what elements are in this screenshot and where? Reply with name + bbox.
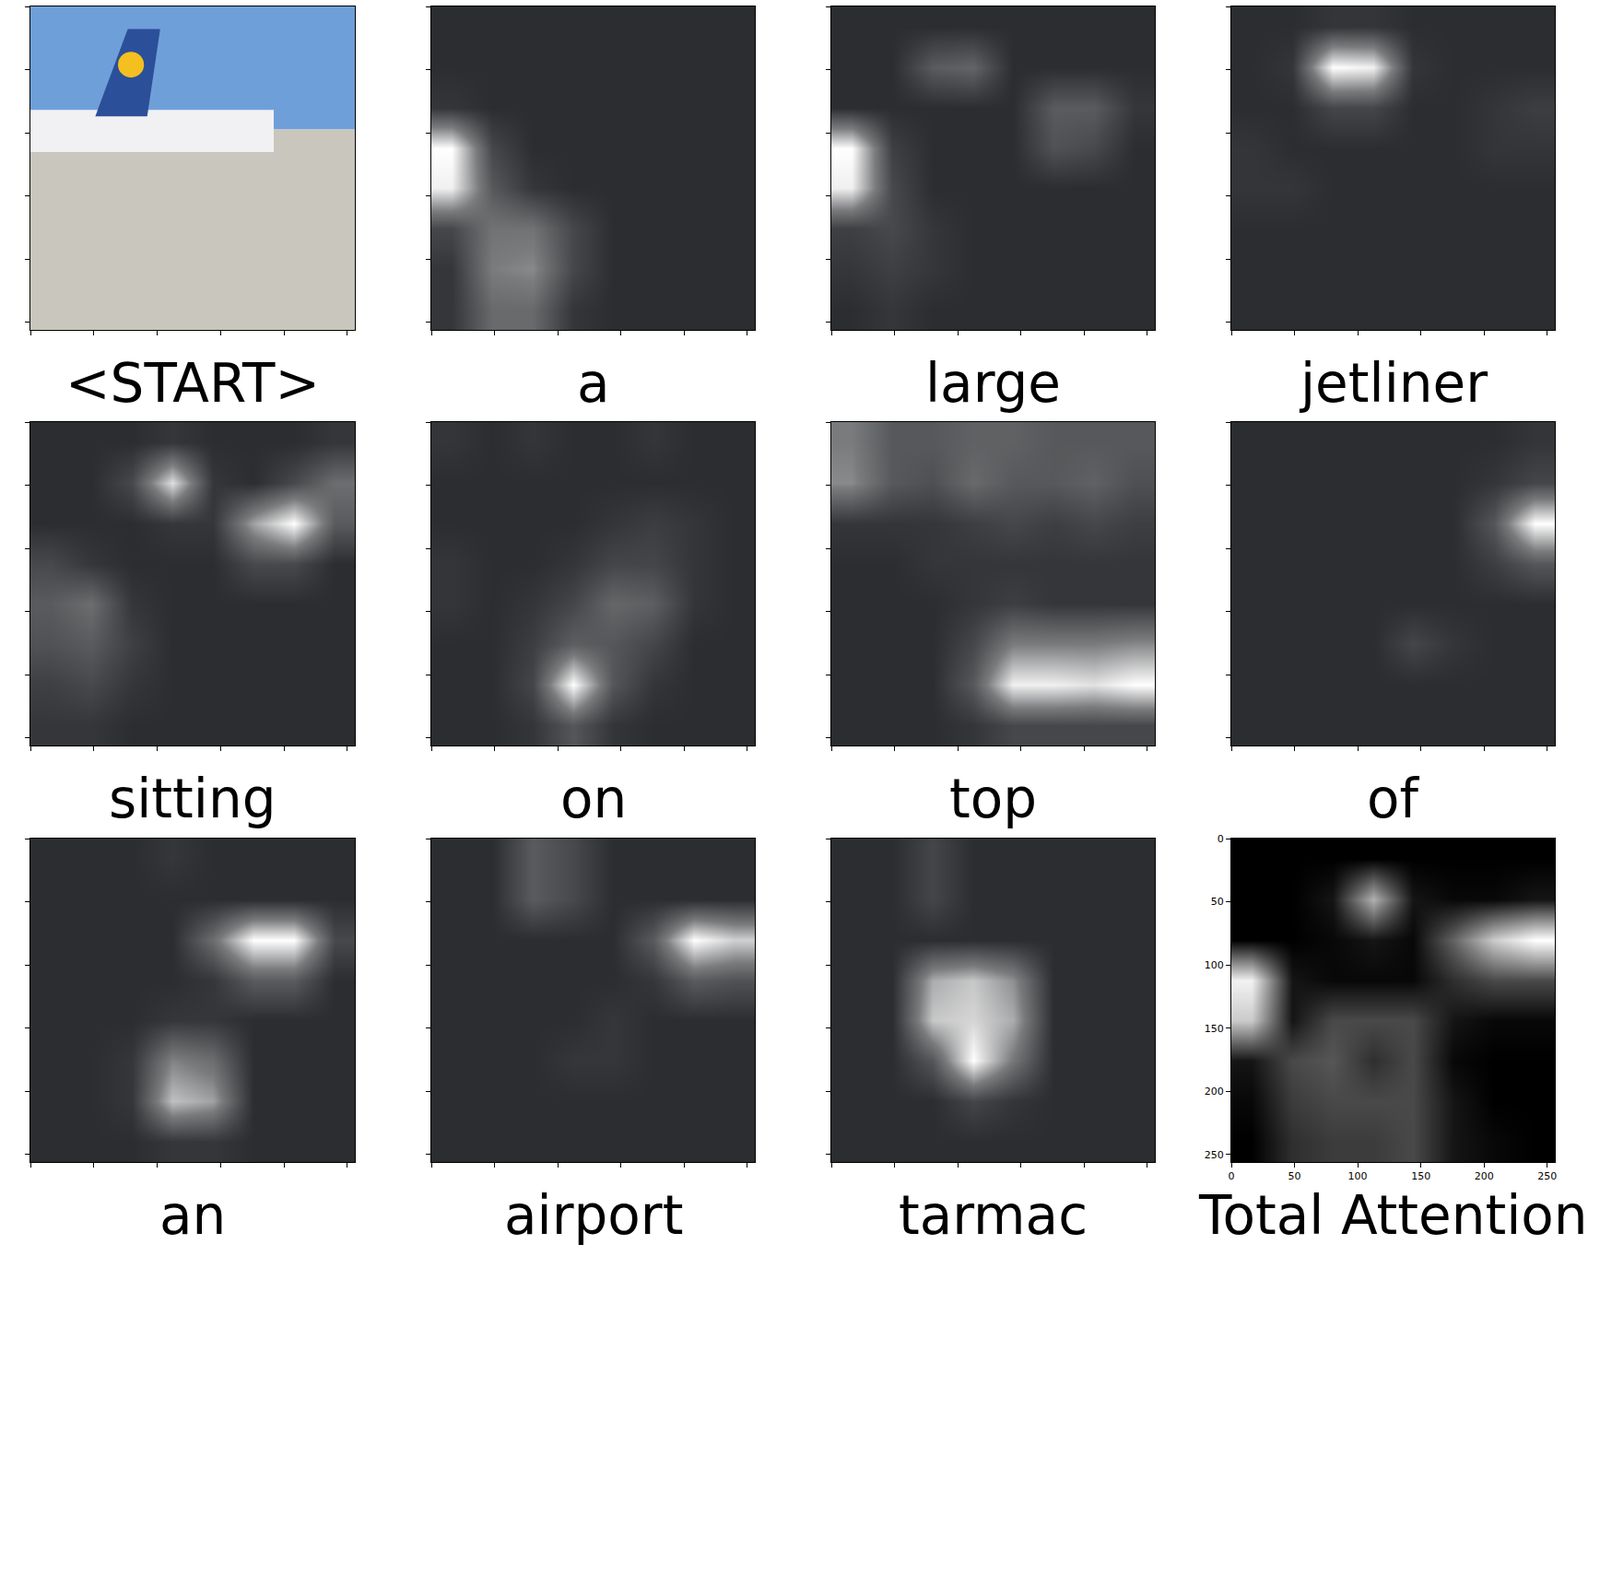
- svg-text:tarmac: tarmac: [898, 1184, 1088, 1248]
- svg-text:50: 50: [1211, 895, 1224, 908]
- svg-text:airport: airport: [504, 1184, 683, 1248]
- svg-text:on: on: [560, 767, 627, 831]
- svg-text:150: 150: [1204, 1023, 1224, 1036]
- svg-text:of: of: [1366, 767, 1420, 831]
- svg-text:large: large: [925, 352, 1061, 415]
- svg-text:100: 100: [1348, 1170, 1368, 1183]
- svg-text:an: an: [159, 1184, 226, 1248]
- svg-text:a: a: [576, 352, 611, 415]
- svg-text:jetliner: jetliner: [1298, 352, 1488, 415]
- svg-text:0: 0: [1228, 1170, 1236, 1183]
- svg-text:0: 0: [1217, 833, 1224, 846]
- svg-text:150: 150: [1411, 1170, 1431, 1183]
- svg-text:250: 250: [1204, 1149, 1224, 1162]
- svg-text:50: 50: [1288, 1170, 1302, 1183]
- svg-text:100: 100: [1204, 959, 1224, 972]
- svg-text:Total Attention: Total Attention: [1198, 1184, 1589, 1248]
- svg-text:200: 200: [1474, 1170, 1495, 1183]
- svg-text:200: 200: [1204, 1085, 1224, 1098]
- svg-text:sitting: sitting: [108, 767, 277, 831]
- svg-text:<START>: <START>: [65, 352, 320, 415]
- svg-text:250: 250: [1537, 1170, 1557, 1183]
- svg-text:top: top: [949, 767, 1037, 831]
